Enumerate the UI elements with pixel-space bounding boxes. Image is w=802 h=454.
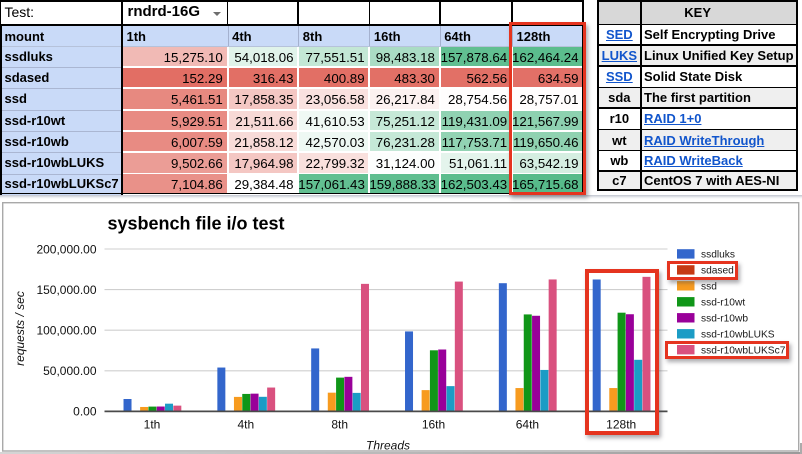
svg-text:ssd-r10wbLUKS: ssd-r10wbLUKS: [701, 330, 775, 341]
svg-text:ssdluks: ssdluks: [701, 250, 735, 261]
svg-text:4th: 4th: [237, 417, 254, 431]
svg-text:0.00: 0.00: [73, 405, 97, 419]
svg-text:ssd-r10wbLUKSc7: ssd-r10wbLUKSc7: [701, 346, 786, 357]
svg-text:ssd: ssd: [701, 282, 717, 293]
svg-text:8th: 8th: [331, 417, 348, 431]
svg-text:1th: 1th: [144, 417, 161, 431]
svg-text:requests / sec: requests / sec: [13, 291, 27, 366]
svg-text:128th: 128th: [606, 417, 636, 431]
svg-text:Threads: Threads: [366, 439, 410, 452]
svg-text:150,000.00: 150,000.00: [36, 283, 96, 297]
svg-text:ssd-r10wt: ssd-r10wt: [701, 298, 745, 309]
svg-text:sysbench file i/o test: sysbench file i/o test: [108, 214, 285, 234]
svg-text:ssd-r10wb: ssd-r10wb: [701, 314, 748, 325]
svg-text:64th: 64th: [516, 417, 539, 431]
svg-text:200,000.00: 200,000.00: [36, 242, 96, 256]
svg-text:16th: 16th: [422, 417, 445, 431]
svg-text:sdased: sdased: [701, 266, 734, 277]
svg-text:50,000.00: 50,000.00: [43, 364, 97, 378]
svg-text:100,000.00: 100,000.00: [36, 324, 96, 338]
